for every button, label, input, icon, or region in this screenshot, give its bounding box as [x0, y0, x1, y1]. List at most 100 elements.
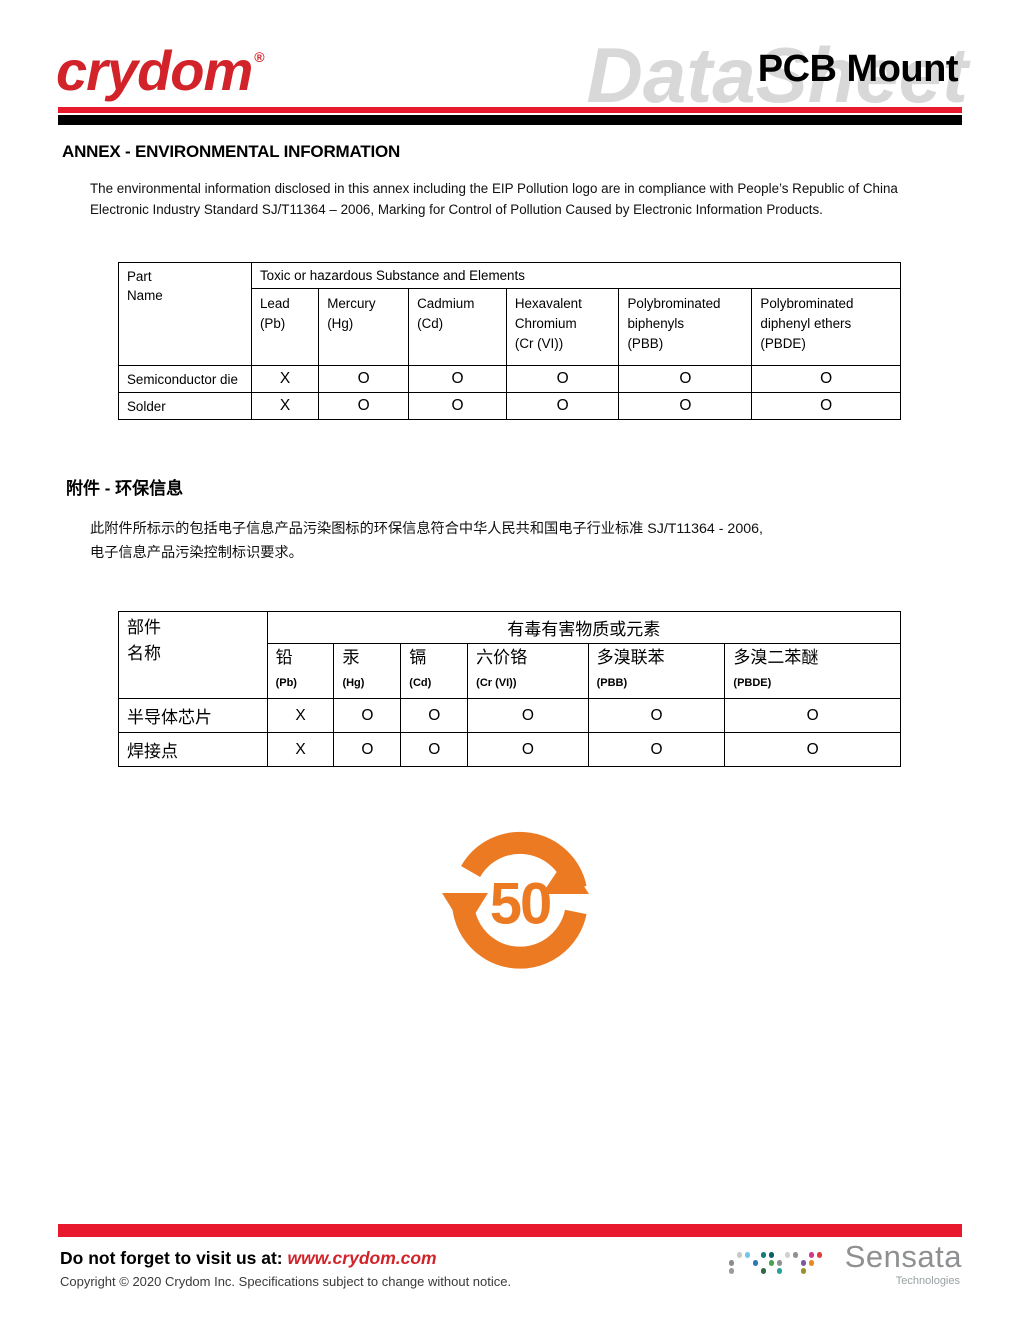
row-part-name: Solder — [118, 392, 252, 420]
sensata-dot — [728, 1260, 735, 1266]
sensata-dot — [768, 1252, 775, 1258]
registered-mark: ® — [254, 49, 264, 65]
crydom-website-link[interactable]: www.crydom.com — [287, 1248, 437, 1268]
sensata-dot — [752, 1260, 759, 1266]
cell-value: X — [266, 698, 335, 733]
cell-value: O — [618, 392, 753, 420]
row-part-name: Semiconductor die — [118, 365, 252, 393]
group-header-zh: 有毒有害物质或元素 — [266, 611, 902, 644]
copyright-text: Copyright © 2020 Crydom Inc. Specificati… — [60, 1274, 512, 1289]
col-header-pbb: 多溴联苯 (PBB) — [587, 643, 726, 699]
hazardous-substances-table-en: Part Name Toxic or hazardous Substance a… — [118, 262, 902, 420]
sensata-dot — [768, 1260, 775, 1266]
annex-body-zh-line2: 电子信息产品污染控制标识要求。 — [90, 544, 303, 561]
part-name-header-zh: 部件 名称 — [118, 611, 268, 699]
cell-value: O — [724, 698, 901, 733]
header-red-rule — [58, 107, 962, 113]
sensata-brand-sub: Technologies — [895, 1275, 960, 1287]
cell-value: O — [751, 392, 901, 420]
sensata-dots-icon — [728, 1252, 829, 1278]
cell-value: O — [467, 732, 589, 767]
annex-body-zh: 此附件所标示的包括电子信息产品污染图标的环保信息符合中华人民共和国电子行业标准 … — [90, 518, 920, 565]
crydom-logo: crydom ® — [56, 38, 265, 103]
subheader-row-zh: 铅 (Pb) 汞 (Hg) 镉 (Cd) 六价铬 (Cr (VI)) 多溴联苯 (PBB)… — [119, 643, 901, 699]
recycle-arrowhead-left-icon — [442, 893, 488, 930]
annex-heading-en: ANNEX - ENVIRONMENTAL INFORMATION — [62, 142, 401, 161]
footer-red-rule — [58, 1224, 962, 1237]
hazardous-substances-table-zh: 部件 名称 有毒有害物质或元素 铅 (Pb) 汞 (Hg) 镉 (Cd) 六价铬 (Cr… — [118, 611, 902, 767]
sensata-dot — [728, 1268, 735, 1274]
annex-heading-zh: 附件 - 环保信息 — [66, 479, 184, 498]
cell-value: O — [587, 732, 726, 767]
sensata-wordmark: Sensata Technologies — [844, 1239, 962, 1287]
col-header-cadmium: 镉 (Cd) — [400, 643, 469, 699]
col-header-cadmium: Cadmium (Cd) — [408, 288, 507, 366]
cell-value: O — [751, 365, 901, 393]
cell-value: X — [250, 392, 320, 420]
visit-label: Do not forget to visit us at: — [60, 1248, 288, 1268]
recycle-arrowhead-right-icon — [542, 858, 589, 894]
sensata-dot — [736, 1252, 743, 1258]
part-header-line2: 名称 — [127, 644, 161, 663]
cell-value: O — [587, 698, 726, 733]
datasheet-watermark: DataSheet — [586, 31, 968, 119]
col-header-mercury: 汞 (Hg) — [333, 643, 402, 699]
cell-value: O — [318, 392, 410, 420]
crydom-logo-text: crydom — [56, 39, 253, 102]
subheader-row-en: Lead (Pb) Mercury (Hg) Cadmium (Cd) Hexaval… — [119, 288, 901, 366]
table-row: 焊接点 X O O O O O — [118, 732, 901, 767]
sensata-dot — [808, 1252, 815, 1258]
group-header-en: Toxic or hazardous Substance and Element… — [250, 262, 902, 289]
col-header-lead: Lead (Pb) — [250, 288, 320, 366]
sensata-dot — [800, 1268, 807, 1274]
col-header-hex-chromium: Hexavalent Chromium (Cr (VI)) — [505, 288, 620, 366]
sensata-dot — [760, 1268, 767, 1274]
row-part-name: 半导体芯片 — [118, 698, 268, 733]
cell-value: O — [724, 732, 901, 767]
eip-pollution-50-logo: 50 — [442, 831, 589, 969]
cell-value: O — [408, 392, 507, 420]
col-header-mercury: Mercury (Hg) — [318, 288, 410, 366]
col-header-hex-chromium: 六价铬 (Cr (VI)) — [467, 643, 589, 699]
sensata-dot — [792, 1252, 799, 1258]
cell-value: O — [400, 698, 469, 733]
part-header-line1: 部件 — [127, 618, 161, 637]
table-row: Semiconductor die X O O O O O — [118, 365, 901, 393]
sensata-dot — [784, 1252, 791, 1258]
sensata-dot — [776, 1268, 783, 1274]
row-part-name: 焊接点 — [118, 732, 268, 767]
col-header-lead: 铅 (Pb) — [266, 643, 335, 699]
sensata-dot — [744, 1252, 751, 1258]
header-black-rule — [58, 115, 962, 125]
cell-value: O — [467, 698, 589, 733]
cell-value: O — [408, 365, 507, 393]
cell-value: O — [618, 365, 753, 393]
sensata-dot — [760, 1252, 767, 1258]
annex-body-en: The environmental information disclosed … — [90, 179, 920, 220]
sensata-dot — [776, 1260, 783, 1266]
part-name-header-en: Part Name — [118, 262, 252, 366]
sensata-dot — [816, 1252, 823, 1258]
cell-value: X — [250, 365, 320, 393]
annex-body-zh-line1: 此附件所标示的包括电子信息产品污染图标的环保信息符合中华人民共和国电子行业标准 … — [90, 521, 763, 537]
part-header-line2: Name — [127, 288, 163, 303]
col-header-pbde: Polybrominated diphenyl ethers (PBDE) — [751, 288, 901, 366]
efup-years: 50 — [490, 872, 551, 937]
cell-value: O — [505, 392, 620, 420]
footer-visit-line: Do not forget to visit us at: www.crydom… — [60, 1248, 437, 1269]
cell-value: O — [333, 732, 402, 767]
annex-body-en-line2: Electronic Industry Standard SJ/T11364 –… — [90, 201, 823, 217]
annex-body-en-line1: The environmental information disclosed … — [90, 181, 898, 196]
cell-value: O — [318, 365, 410, 393]
sensata-brand-name: Sensata — [844, 1239, 962, 1274]
cell-value: O — [505, 365, 620, 393]
page-title: PCB Mount — [757, 48, 959, 90]
col-header-pbb: Polybrominated biphenyls (PBB) — [618, 288, 753, 366]
cell-value: O — [400, 732, 469, 767]
sensata-dot — [808, 1260, 815, 1266]
col-header-pbde: 多溴二苯醚 (PBDE) — [724, 643, 901, 699]
part-header-line1: Part — [127, 269, 152, 284]
table-row: Solder X O O O O O — [118, 392, 901, 420]
cell-value: O — [333, 698, 402, 733]
